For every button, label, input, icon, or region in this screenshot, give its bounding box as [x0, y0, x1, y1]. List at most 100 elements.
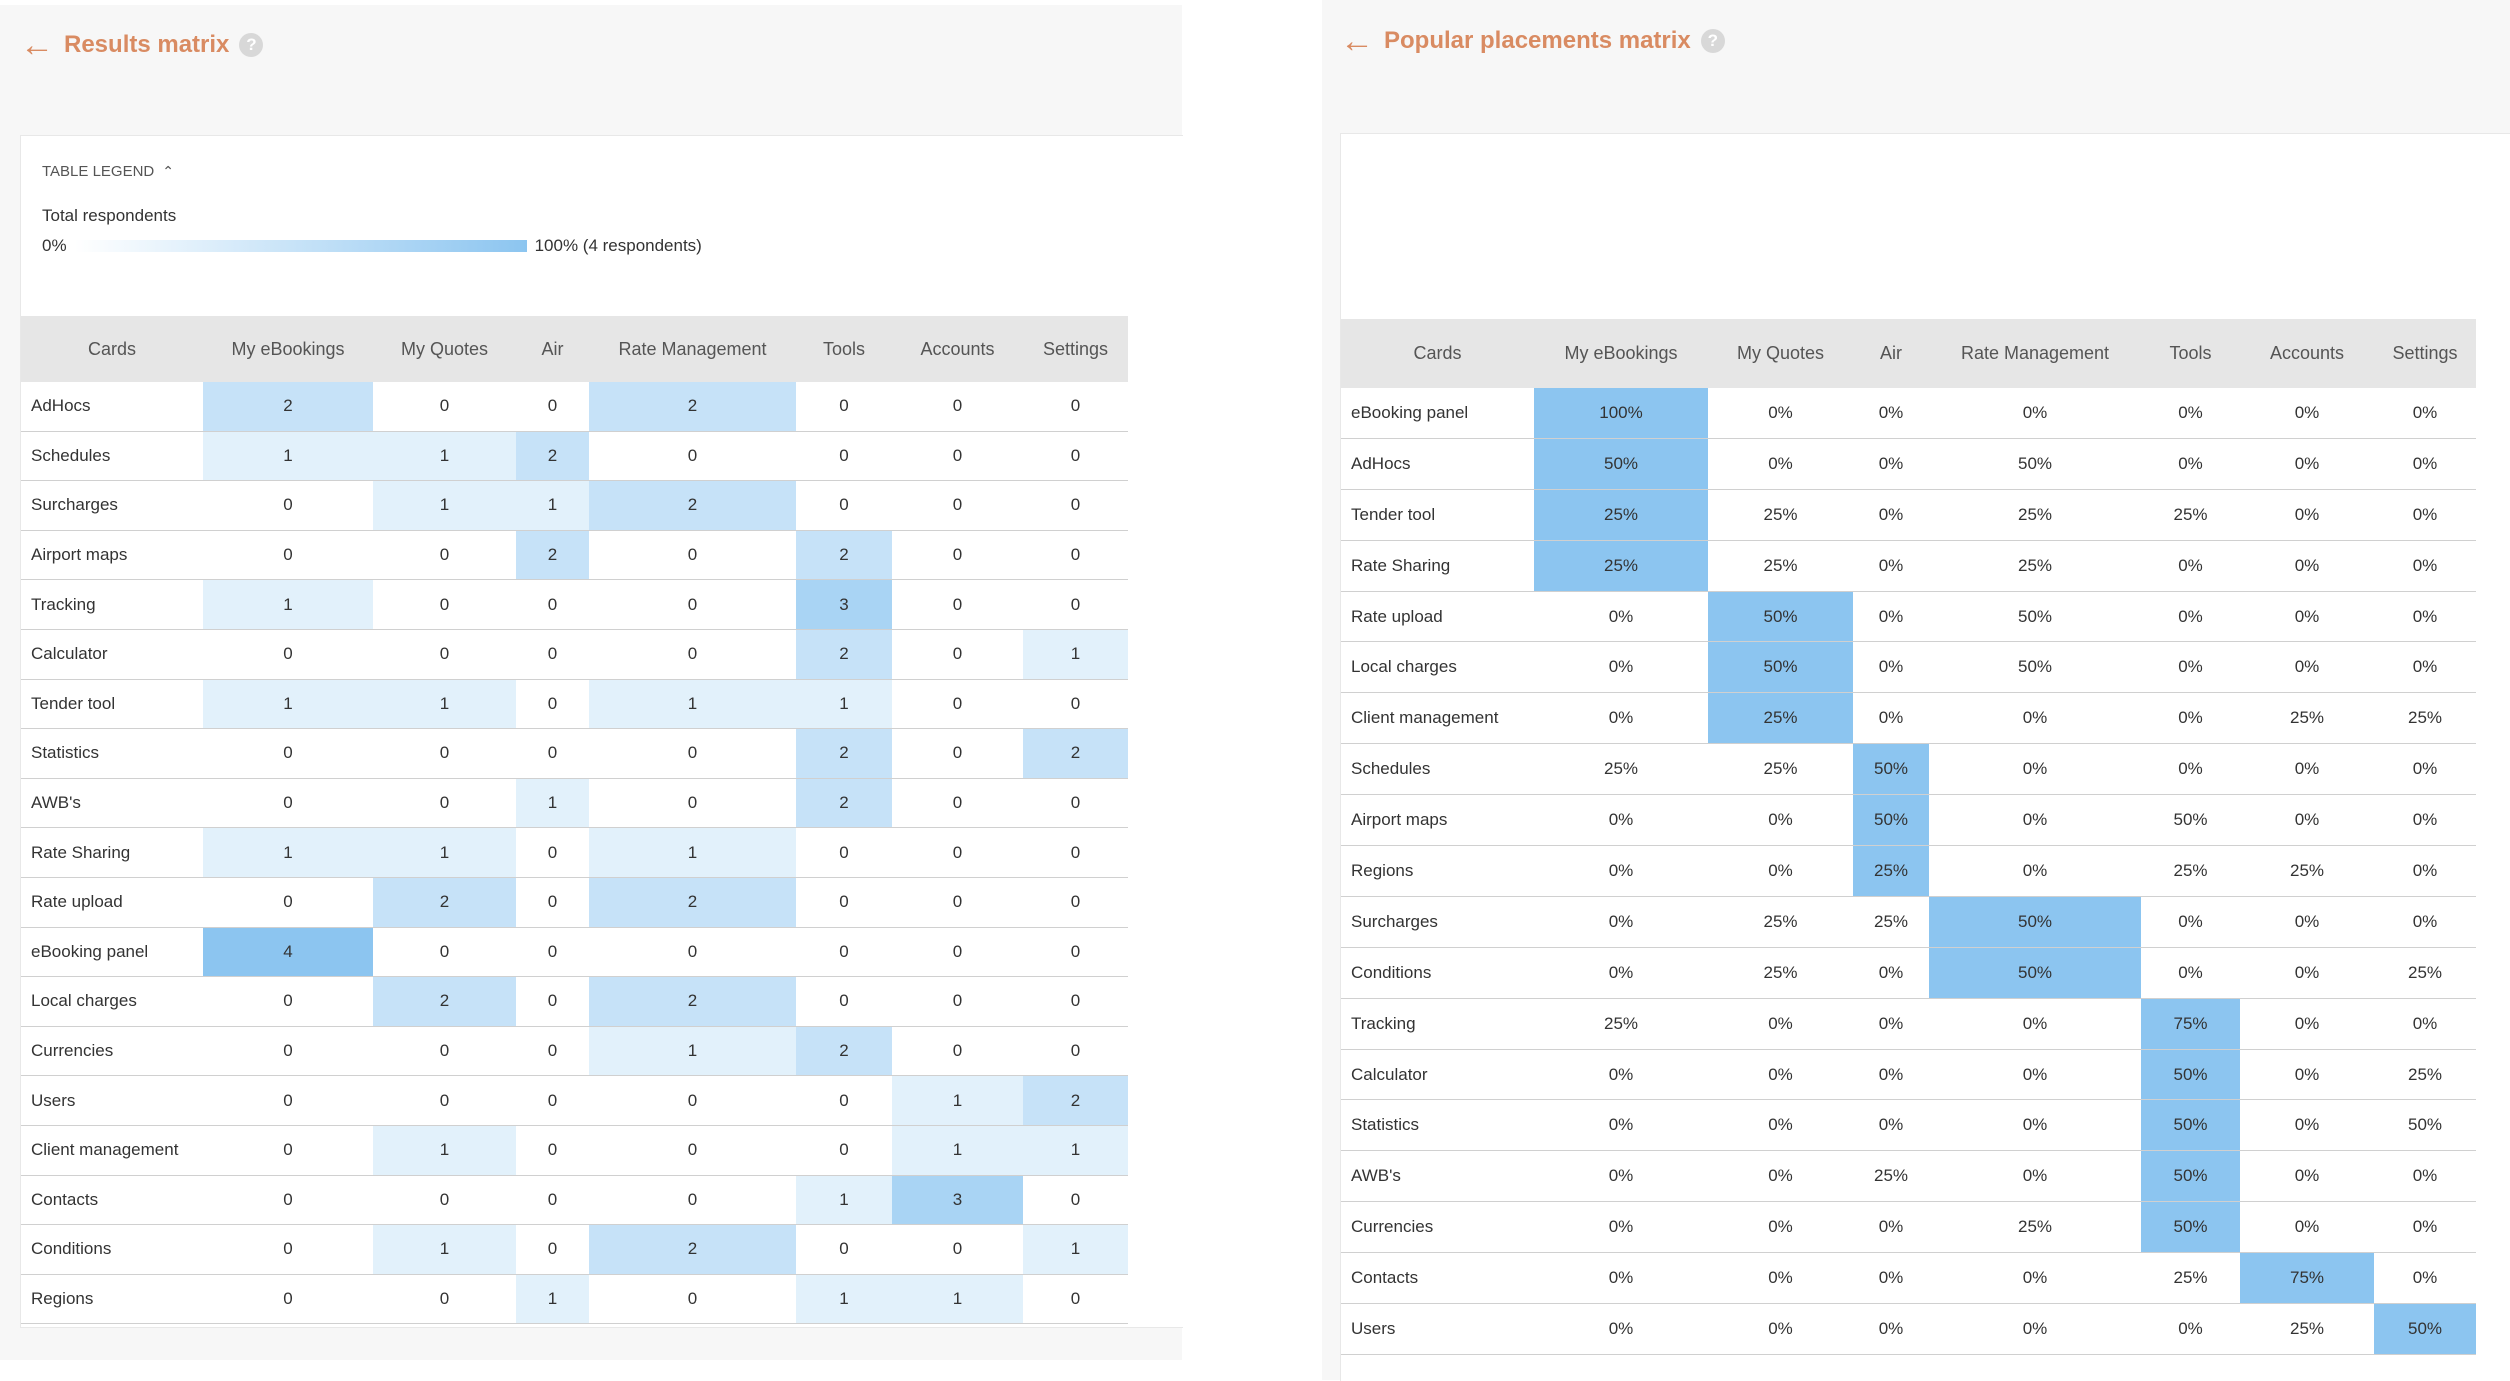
matrix-cell: 0% — [2374, 438, 2476, 490]
matrix-cell: 1 — [373, 1125, 516, 1176]
table-legend-toggle[interactable]: TABLE LEGEND ⌃ — [42, 163, 174, 180]
table-row: Regions 0 0 1 0 1 1 0 — [21, 1274, 1128, 1325]
matrix-cell: 0% — [2240, 896, 2374, 948]
matrix-cell: 1 — [796, 1175, 892, 1226]
matrix-cell: 0 — [203, 1274, 373, 1325]
matrix-cell-highlighted: 50% — [2141, 1150, 2240, 1203]
row-label: eBooking panel — [21, 927, 203, 978]
matrix-cell: 0% — [1853, 947, 1929, 999]
matrix-cell: 0% — [2374, 743, 2476, 796]
row-label: Conditions — [21, 1224, 203, 1275]
matrix-cell: 0% — [1929, 388, 2141, 439]
back-arrow-icon[interactable]: ← — [20, 26, 54, 64]
matrix-cell: 0% — [2240, 947, 2374, 999]
table-row: Airport maps 0% 0% 50% 0% 50% 0% 0% — [1341, 794, 2476, 847]
matrix-cell: 50% — [1929, 591, 2141, 643]
matrix-cell: 0 — [203, 480, 373, 531]
matrix-cell: 0 — [892, 927, 1023, 978]
matrix-cell: 0% — [1929, 743, 2141, 796]
matrix-cell: 25% — [2141, 1252, 2240, 1305]
matrix-cell: 0% — [1929, 692, 2141, 745]
help-icon[interactable]: ? — [1700, 29, 1725, 53]
popular-placements-title: Popular placements matrix — [1384, 27, 1691, 54]
matrix-cell: 1 — [892, 1274, 1023, 1325]
matrix-cell: 0 — [892, 877, 1023, 928]
matrix-cell: 0% — [2374, 794, 2476, 847]
matrix-cell: 2 — [796, 1026, 892, 1077]
matrix-cell: 0 — [516, 1125, 589, 1176]
matrix-cell: 1 — [203, 679, 373, 730]
matrix-cell: 1 — [589, 827, 796, 878]
matrix-cell: 50% — [2141, 794, 2240, 847]
matrix-cell: 0% — [1534, 1252, 1708, 1305]
matrix-cell: 0 — [796, 431, 892, 482]
matrix-cell: 0 — [589, 1175, 796, 1226]
matrix-cell: 0% — [1853, 1049, 1929, 1101]
matrix-cell: 0% — [1534, 1150, 1708, 1203]
matrix-cell: 0 — [1023, 976, 1128, 1027]
matrix-cell: 0 — [892, 480, 1023, 531]
row-label: Tracking — [21, 579, 203, 630]
matrix-cell: 0 — [516, 927, 589, 978]
legend-scale: 0% 100% (4 respondents) — [42, 236, 702, 256]
matrix-cell: 0% — [1708, 1099, 1853, 1152]
matrix-cell: 1 — [203, 579, 373, 630]
row-label: Surcharges — [21, 480, 203, 531]
matrix-cell: 2 — [796, 728, 892, 779]
table-row: Schedules 25% 25% 50% 0% 0% 0% 0% — [1341, 743, 2476, 796]
table-row: Regions 0% 0% 25% 0% 25% 25% 0% — [1341, 845, 2476, 897]
matrix-cell: 2 — [796, 530, 892, 581]
matrix-cell: 25% — [2374, 1049, 2476, 1101]
popular-placements-header: ← Popular placements matrix ? — [1340, 24, 1725, 58]
matrix-cell: 0 — [892, 679, 1023, 730]
matrix-cell: 0 — [373, 1175, 516, 1226]
row-label: Regions — [21, 1274, 203, 1325]
row-label: Client management — [1341, 692, 1534, 745]
matrix-cell: 0 — [892, 827, 1023, 878]
matrix-cell: 0% — [2141, 743, 2240, 796]
matrix-cell: 0% — [2374, 998, 2476, 1050]
matrix-cell: 2 — [373, 976, 516, 1027]
row-label: Airport maps — [21, 530, 203, 581]
row-label: Client management — [21, 1125, 203, 1176]
matrix-cell: 50% — [1929, 641, 2141, 694]
legend-gradient-bar — [74, 240, 527, 252]
row-label: Currencies — [21, 1026, 203, 1077]
matrix-cell: 0% — [2240, 743, 2374, 796]
table-row: Rate Sharing 1 1 0 1 0 0 0 — [21, 827, 1128, 878]
matrix-cell: 0% — [1534, 1049, 1708, 1101]
table-row: AdHocs 2 0 0 2 0 0 0 — [21, 382, 1128, 432]
matrix-cell: 0 — [203, 1175, 373, 1226]
matrix-cell: 0 — [516, 827, 589, 878]
matrix-cell: 0 — [373, 1274, 516, 1325]
back-arrow-icon[interactable]: ← — [1340, 22, 1374, 60]
matrix-cell: 0 — [203, 778, 373, 829]
matrix-cell: 0% — [1534, 1201, 1708, 1254]
matrix-cell: 0% — [1853, 692, 1929, 745]
matrix-cell: 0 — [516, 629, 589, 680]
matrix-cell: 25% — [2374, 947, 2476, 999]
matrix-cell: 0% — [2374, 641, 2476, 694]
table-row: Contacts 0% 0% 0% 0% 25% 75% 0% — [1341, 1252, 2476, 1305]
matrix-cell: 1 — [373, 1224, 516, 1275]
matrix-cell: 25% — [1853, 1150, 1929, 1203]
matrix-cell: 1 — [796, 679, 892, 730]
matrix-cell: 0 — [516, 728, 589, 779]
matrix-cell: 0 — [373, 629, 516, 680]
matrix-cell: 0% — [1708, 1303, 1853, 1355]
matrix-cell: 0 — [892, 579, 1023, 630]
matrix-cell-highlighted: 50% — [2141, 1049, 2240, 1101]
help-icon[interactable]: ? — [239, 33, 264, 57]
table-row: Local charges 0 2 0 2 0 0 0 — [21, 976, 1128, 1027]
matrix-cell: 2 — [589, 976, 796, 1027]
matrix-cell: 1 — [589, 679, 796, 730]
table-row: Schedules 1 1 2 0 0 0 0 — [21, 431, 1128, 482]
matrix-cell: 0 — [1023, 877, 1128, 928]
matrix-cell: 2 — [203, 382, 373, 432]
matrix-cell: 0% — [1853, 1252, 1929, 1305]
matrix-cell-highlighted: 50% — [1534, 438, 1708, 490]
matrix-cell: 0% — [1929, 1099, 2141, 1152]
matrix-cell: 0% — [1853, 489, 1929, 541]
matrix-cell: 0% — [1708, 1252, 1853, 1305]
row-label: Calculator — [21, 629, 203, 680]
